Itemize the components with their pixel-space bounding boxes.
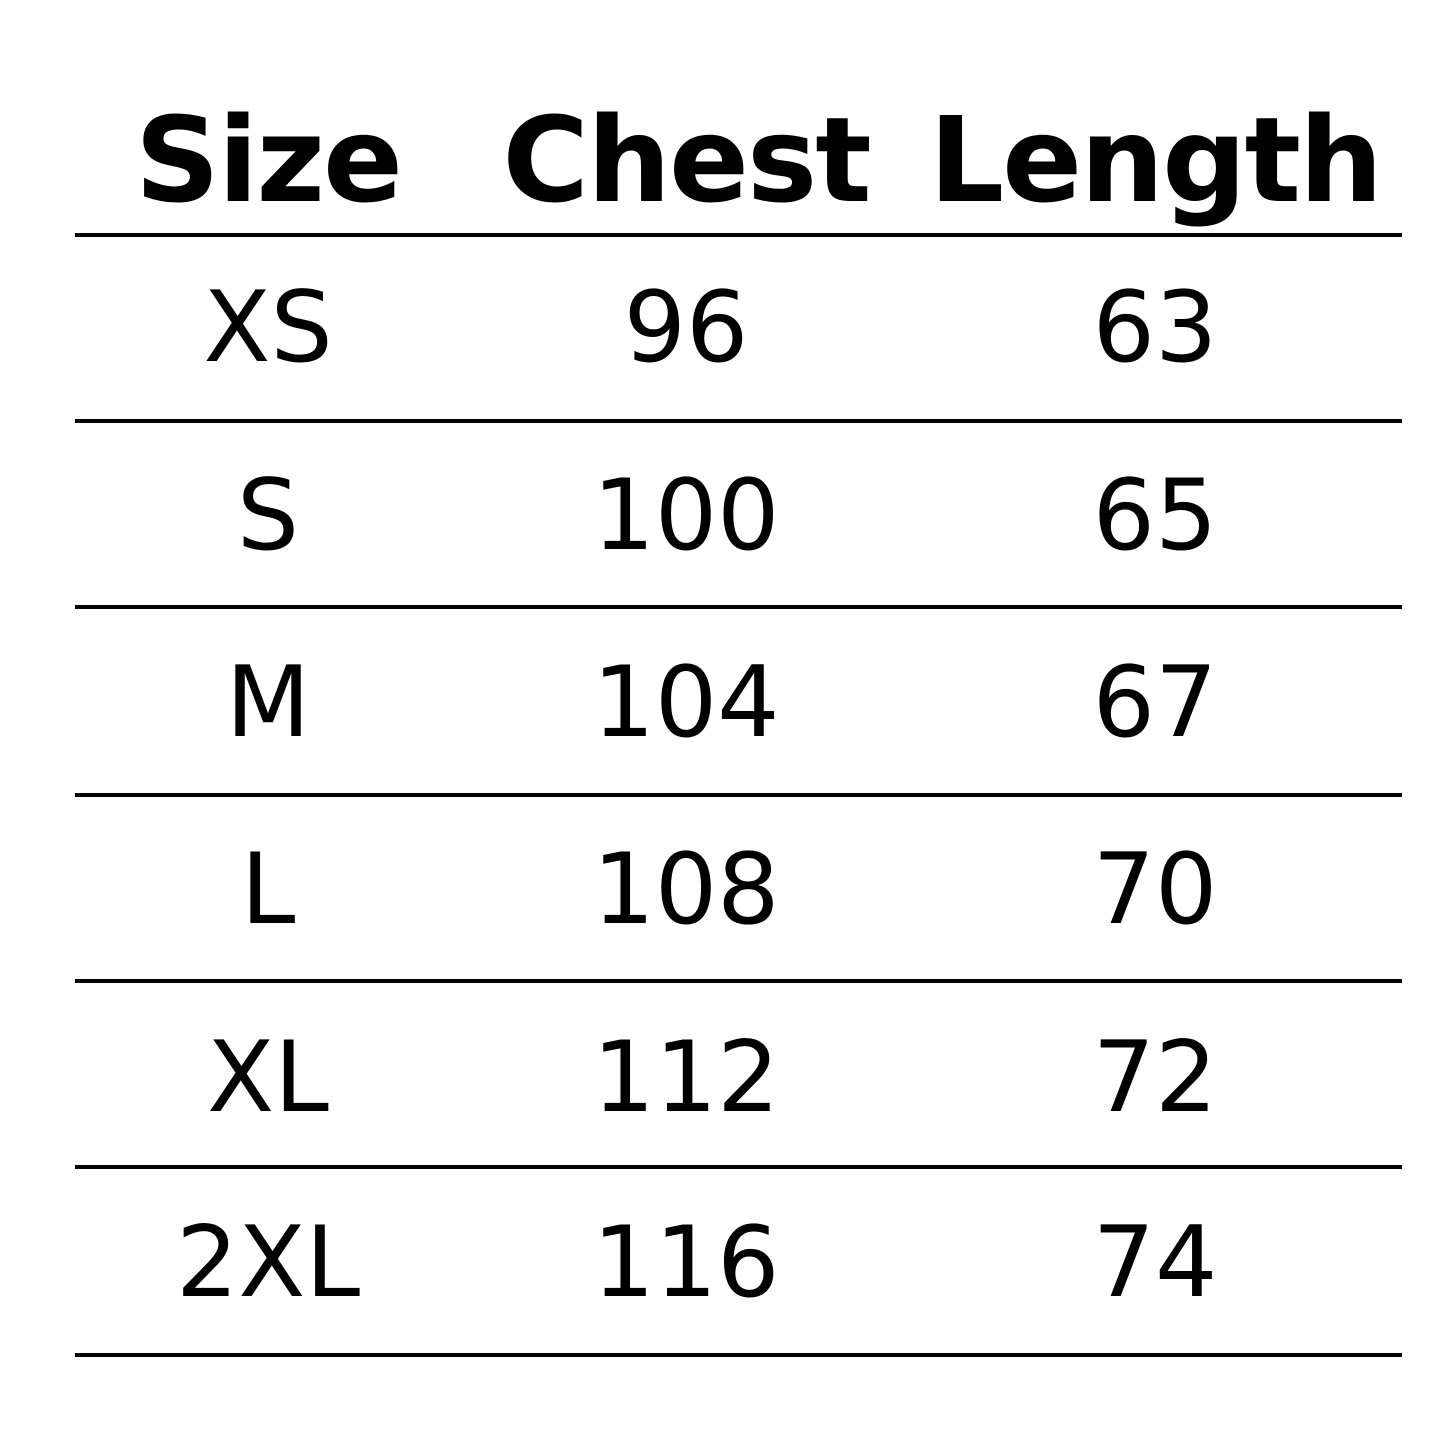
size-cell: S [236, 459, 300, 573]
size-cell: XS [203, 271, 333, 385]
chest-cell: 116 [592, 1206, 780, 1320]
length-cell: 74 [1092, 1206, 1218, 1320]
length-cell: 72 [1092, 1021, 1218, 1135]
divider [75, 1165, 1402, 1169]
length-cell: 70 [1092, 833, 1218, 947]
chest-cell: 108 [592, 833, 780, 947]
divider [75, 419, 1402, 423]
header-length: Length [928, 91, 1383, 229]
size-cell: M [225, 646, 311, 760]
chest-cell: 104 [592, 646, 780, 760]
header-chest: Chest [502, 91, 871, 229]
chest-cell: 112 [592, 1021, 780, 1135]
chest-cell: 100 [592, 459, 780, 573]
size-cell: L [240, 833, 296, 947]
divider [75, 605, 1402, 609]
size-cell: XL [207, 1021, 329, 1135]
divider [75, 979, 1402, 983]
divider [75, 233, 1402, 237]
size-cell: 2XL [175, 1206, 361, 1320]
length-cell: 65 [1092, 459, 1218, 573]
divider [75, 793, 1402, 797]
chest-cell: 96 [623, 271, 749, 385]
length-cell: 67 [1092, 646, 1218, 760]
length-cell: 63 [1092, 271, 1218, 385]
header-size: Size [134, 91, 403, 229]
divider [75, 1353, 1402, 1357]
